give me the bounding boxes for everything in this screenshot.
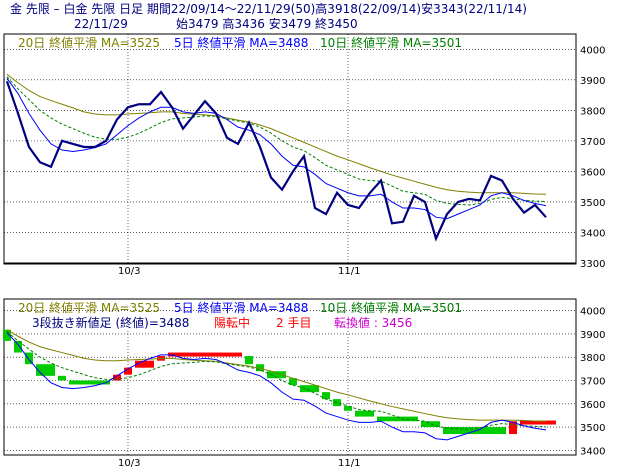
bottom-y-tick-label: 3800 <box>580 353 605 364</box>
bottom-x-tick-label: 11/1 <box>338 458 360 469</box>
new-price-state: 陽転中 <box>214 316 251 330</box>
new-price-bar-down <box>300 385 319 393</box>
new-price-bar-down <box>377 416 418 422</box>
new-price-bar-down <box>355 410 374 417</box>
new-price-bar-down <box>3 329 11 341</box>
new-price-count: 2 手目 <box>276 316 312 330</box>
top-y-tick-label: 3300 <box>580 259 605 270</box>
new-price-bar-down <box>421 421 440 428</box>
top-y-tick-label: 4000 <box>580 45 605 56</box>
bottom-y-tick-label: 3900 <box>580 330 605 341</box>
top-panel-frame <box>3 33 577 265</box>
chart-header-date: 22/11/29 <box>74 17 128 31</box>
new-price-info: 3段抜き新値足 (終値)=3488 <box>32 316 190 330</box>
top-series-line-3 <box>6 77 547 220</box>
legend-ma10-bottom: 10日 終値平滑 MA=3501 <box>320 301 463 315</box>
new-price-bar-up <box>520 420 556 425</box>
top-y-tick-label: 3700 <box>580 137 605 148</box>
new-price-bar-down <box>256 364 264 372</box>
bottom-series-line-2 <box>6 332 547 441</box>
new-price-bar-down <box>289 378 297 386</box>
bottom-y-tick-label: 3500 <box>580 423 605 434</box>
new-price-bar-down <box>69 380 110 385</box>
new-price-bar-up <box>124 367 132 375</box>
legend-ma5-top: 5日 終値平滑 MA=3488 <box>174 36 309 50</box>
top-y-tick-label: 3800 <box>580 106 605 117</box>
new-price-bar-down <box>344 406 352 411</box>
new-price-bar-down <box>36 364 55 376</box>
legend-ma20-top: 20日 終値平滑 MA=3525 <box>18 36 161 50</box>
top-y-tick-label: 3400 <box>580 228 605 239</box>
bottom-panel-frame <box>3 298 577 456</box>
bottom-y-tick-label: 3600 <box>580 400 605 411</box>
new-price-change-value: 転換値 : 3456 <box>334 316 413 330</box>
top-x-tick-label: 10/3 <box>118 266 140 277</box>
top-series-line-1 <box>6 73 547 195</box>
bottom-y-tick-label: 3700 <box>580 376 605 387</box>
bottom-x-tick-label: 10/3 <box>118 458 140 469</box>
bottom-y-tick-label: 4000 <box>580 307 605 318</box>
new-price-bar-down <box>245 356 253 365</box>
bottom-y-tick-label: 3400 <box>580 446 605 457</box>
new-price-bar-up <box>113 374 121 381</box>
new-price-bar-down <box>322 392 330 400</box>
bottom-series-line-1 <box>6 331 547 430</box>
top-y-tick-label: 3500 <box>580 198 605 209</box>
new-price-bar-down <box>25 352 33 365</box>
top-series-line-0 <box>5 80 547 242</box>
top-series-line-2 <box>6 76 547 206</box>
new-price-bar-down <box>14 340 22 353</box>
new-price-bar-down <box>443 427 506 435</box>
legend-ma20-bottom: 20日 終値平滑 MA=3525 <box>18 301 161 315</box>
top-y-tick-label: 3600 <box>580 167 605 178</box>
new-price-bar-up <box>168 352 242 357</box>
new-price-bar-up <box>509 421 517 435</box>
top-x-tick-label: 11/1 <box>338 266 360 277</box>
bottom-series-line-0 <box>6 329 547 422</box>
new-price-bar-up <box>135 360 154 368</box>
legend-ma5-bottom: 5日 終値平滑 MA=3488 <box>174 301 309 315</box>
new-price-bar-down <box>58 375 66 381</box>
legend-ma10-top: 10日 終値平滑 MA=3501 <box>320 36 463 50</box>
chart-header-ohlc: 始3479 高3436 安3479 終3450 <box>176 17 358 31</box>
top-y-tick-label: 3900 <box>580 76 605 87</box>
chart-header-title: 金 先限 – 白金 先限 日足 期間22/09/14～22/11/29(50)高… <box>10 2 527 16</box>
new-price-bar-down <box>267 371 286 379</box>
